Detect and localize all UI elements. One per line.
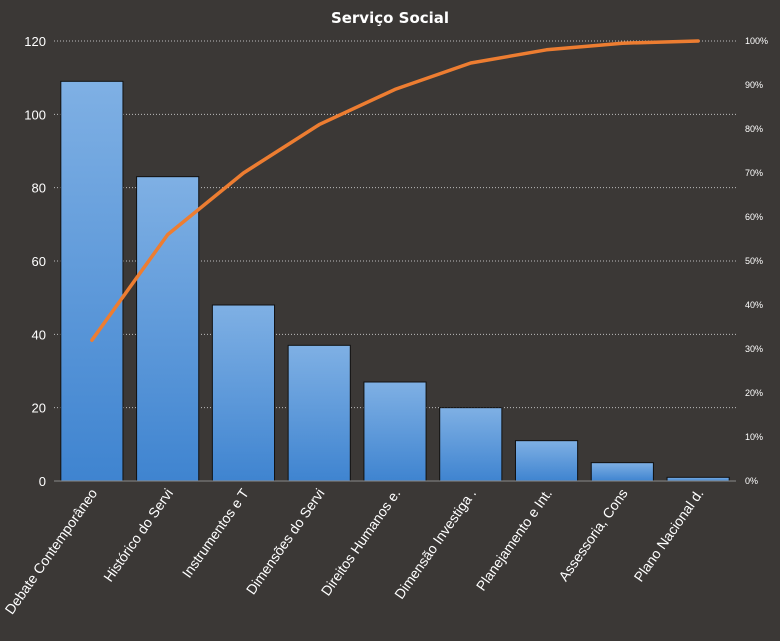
y-right-tick-label: 80% bbox=[745, 124, 763, 134]
axis-layer: 0 20 40 60 80 100 120 0% 10% 20% 30% 40% 50% 60% 70% 80… bbox=[24, 34, 768, 489]
category-label: Debate Contemporâneo bbox=[2, 485, 101, 617]
category-label: Instrumentos e T bbox=[179, 485, 252, 580]
bar bbox=[590, 462, 654, 482]
y-left-tick-label: 80 bbox=[32, 181, 46, 196]
bar bbox=[211, 304, 276, 482]
category-label: Planejamento e Int. bbox=[473, 486, 555, 594]
bar bbox=[514, 440, 579, 482]
y-left-tick-label: 100 bbox=[24, 107, 46, 122]
chart-title: Serviço Social bbox=[331, 9, 449, 27]
y-right-tick-label: 40% bbox=[745, 300, 763, 310]
bar bbox=[287, 344, 351, 482]
category-labels-layer: Debate Contemporâneo Histórico do Servi In… bbox=[2, 485, 707, 617]
category-label: Dimensão Investiga . bbox=[391, 486, 479, 602]
category-label: Plano Nacional d. bbox=[631, 486, 707, 585]
y-right-tick-label: 0% bbox=[745, 476, 758, 486]
bar bbox=[60, 80, 124, 482]
y-right-tick-label: 30% bbox=[745, 344, 763, 354]
bars-layer bbox=[60, 80, 730, 482]
y-right-tick-label: 100% bbox=[745, 36, 768, 46]
pareto-line-layer bbox=[90, 39, 700, 342]
category-label: Direitos Humanos e. bbox=[318, 486, 404, 599]
y-right-tick-label: 10% bbox=[745, 432, 763, 442]
y-left-tick-label: 20 bbox=[32, 401, 46, 416]
y-right-tick-label: 60% bbox=[745, 212, 763, 222]
y-right-tick-label: 20% bbox=[745, 388, 763, 398]
y-right-tick-label: 90% bbox=[745, 80, 763, 90]
bar bbox=[666, 476, 730, 482]
y-right-tick-label: 50% bbox=[745, 256, 763, 266]
category-label: Histórico do Servi bbox=[100, 486, 176, 585]
y-left-tick-label: 40 bbox=[32, 327, 46, 342]
bar bbox=[136, 176, 200, 482]
y-right-tick-label: 70% bbox=[745, 168, 763, 178]
category-label: Dimensões do Servi bbox=[243, 486, 328, 598]
cumulative-line bbox=[90, 39, 700, 342]
y-left-tick-label: 0 bbox=[39, 474, 46, 489]
y-left-tick-label: 60 bbox=[32, 254, 46, 269]
bar bbox=[439, 407, 503, 482]
category-label: Assessoria, Cons bbox=[555, 486, 631, 584]
y-left-tick-label: 120 bbox=[24, 34, 46, 49]
bar bbox=[363, 381, 427, 482]
